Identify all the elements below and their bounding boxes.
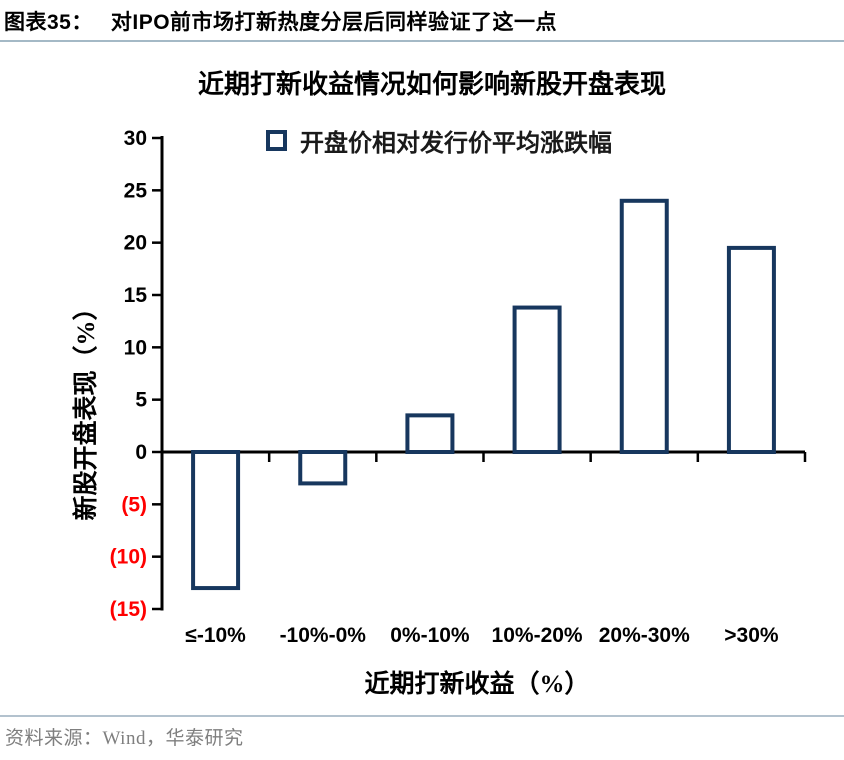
x-axis-title: 近期打新收益（%） — [364, 671, 590, 698]
y-tick-label: 20 — [124, 232, 147, 255]
chart-title: 近期打新收益情况如何影响新股开盘表现 — [197, 70, 666, 99]
bar-≤-10% — [191, 450, 241, 591]
x-category-label: 0%-10% — [390, 624, 470, 647]
y-tick-label: 15 — [124, 284, 148, 307]
legend-marker-square — [266, 130, 287, 151]
y-tick-label: (5) — [121, 493, 147, 516]
x-category-label: 10%-20% — [492, 624, 583, 647]
bar->30% — [726, 245, 776, 454]
y-tick-label: 5 — [135, 389, 147, 412]
x-category-label: >30% — [724, 624, 779, 647]
y-tick-label: 10 — [124, 336, 147, 359]
bar-10%-20% — [512, 305, 562, 454]
y-tick-label: 0 — [135, 441, 147, 464]
y-tick-label: 25 — [124, 179, 148, 202]
source-divider — [0, 715, 844, 717]
y-tick-label: (10) — [110, 546, 147, 569]
y-tick-label: 30 — [124, 127, 147, 150]
source-note: 资料来源：Wind，华泰研究 — [5, 728, 244, 749]
figure-title: 对IPO前市场打新热度分层后同样验证了这一点 — [110, 11, 558, 34]
bar--10%-0% — [298, 450, 348, 486]
bar-20%-30% — [619, 198, 669, 454]
bar-0%-10% — [405, 413, 455, 455]
x-category-label: ≤-10% — [185, 624, 246, 647]
figure-header: 图表35： 对IPO前市场打新热度分层后同样验证了这一点 — [4, 6, 840, 36]
header-divider — [0, 40, 844, 42]
x-category-label: 20%-30% — [599, 624, 690, 647]
legend-label: 开盘价相对发行价平均涨跌幅 — [300, 131, 612, 157]
x-category-label: -10%-0% — [280, 624, 367, 647]
y-tick-label: (15) — [110, 598, 147, 621]
legend: 开盘价相对发行价平均涨跌幅 — [266, 123, 612, 158]
figure-label: 图表35： — [4, 11, 93, 34]
